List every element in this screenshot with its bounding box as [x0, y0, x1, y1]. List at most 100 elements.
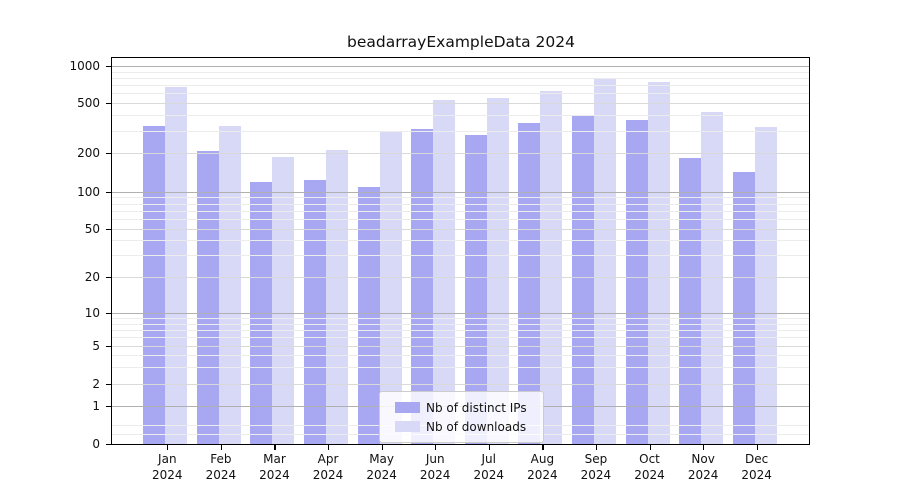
x-axis-tick-label: Aug 2024 [527, 451, 558, 482]
x-axis-tick [381, 445, 383, 450]
bar-downloads [218, 126, 241, 444]
x-axis-tick [167, 445, 169, 450]
x-axis-tick [328, 445, 330, 450]
x-axis-tick-label: Oct 2024 [634, 451, 665, 482]
x-axis-tick-label: Feb 2024 [205, 451, 237, 482]
gridline [112, 346, 809, 347]
x-axis-tick-label: May 2024 [366, 451, 397, 482]
bar-distinct-ips [143, 126, 166, 444]
legend-label-downloads: Nb of downloads [426, 419, 527, 434]
x-axis-tick-label: Nov 2024 [687, 451, 719, 482]
gridline [112, 153, 809, 155]
y-axis-tick [106, 66, 111, 68]
bar-distinct-ips [196, 151, 219, 444]
x-axis-tick [488, 445, 490, 450]
bar-downloads [326, 149, 349, 444]
y-axis-tick-label: 1000 [69, 59, 100, 73]
bar-distinct-ips [625, 120, 648, 444]
x-axis-tick [703, 445, 705, 450]
x-axis-tick-label: Jan 2024 [152, 451, 183, 482]
bar-downloads [593, 78, 616, 444]
x-axis-tick-label: Mar 2024 [259, 451, 290, 482]
y-axis-tick [106, 383, 111, 385]
x-axis-tick-label: Jun 2024 [419, 451, 451, 482]
y-axis-tick-label: 1 [92, 399, 100, 413]
gridline [112, 313, 809, 314]
bar-downloads [486, 98, 509, 444]
y-axis-tick-label: 200 [77, 146, 100, 161]
legend: Nb of distinct IPs Nb of downloads [379, 391, 544, 443]
gridline [112, 383, 809, 385]
x-axis-tick [542, 445, 544, 450]
gridline [112, 323, 809, 325]
y-axis-tick [106, 228, 111, 230]
y-axis-tick [106, 103, 111, 105]
gridline [112, 103, 809, 104]
bar-downloads [272, 156, 295, 444]
gridline [112, 77, 809, 79]
y-axis-tick [106, 443, 111, 445]
gridline [112, 255, 809, 257]
gridline [112, 366, 809, 368]
gridline [112, 228, 809, 230]
bar-distinct-ips [679, 158, 702, 444]
bar-downloads [647, 81, 670, 444]
gridline [112, 355, 809, 357]
y-axis-tick [106, 313, 111, 315]
bar-downloads [701, 111, 724, 444]
x-axis-tick [274, 445, 276, 450]
distinct-ips-swatch-icon [395, 402, 420, 413]
y-axis-tick-label: 20 [84, 269, 100, 284]
gridline [112, 337, 809, 339]
y-axis-tick [106, 346, 111, 348]
bar-downloads [433, 99, 456, 444]
gridline [112, 318, 809, 320]
x-axis-tick [435, 445, 437, 450]
x-axis-tick [220, 445, 223, 450]
gridline [112, 329, 809, 331]
y-axis-tick [106, 153, 111, 155]
y-axis-tick-label: 100 [77, 184, 100, 199]
y-axis-tick-label: 10 [84, 306, 100, 320]
bar-distinct-ips [518, 123, 541, 444]
legend-label-distinct-ips: Nb of distinct IPs [426, 400, 527, 415]
y-axis-tick-label: 50 [84, 221, 100, 236]
x-axis-tick-label: Jul 2024 [473, 451, 505, 482]
bar-downloads [754, 127, 777, 444]
bar-distinct-ips [732, 171, 755, 444]
gridline [112, 93, 809, 95]
gridline [112, 131, 809, 133]
y-axis-tick [106, 406, 111, 408]
chart-title: beadarrayExampleData 2024 [347, 33, 575, 51]
gridline [112, 197, 809, 199]
y-axis-tick-label: 500 [77, 96, 100, 110]
y-axis-tick-label: 2 [92, 376, 100, 391]
bar-distinct-ips [464, 135, 487, 444]
bar-downloads [379, 131, 402, 444]
y-axis-tick-label: 5 [92, 339, 100, 353]
x-axis-tick-label: Apr 2024 [312, 451, 344, 482]
bar-downloads [165, 87, 188, 444]
x-axis-tick [756, 445, 758, 450]
gridline [112, 191, 809, 193]
gridline [112, 115, 809, 117]
bar-distinct-ips [304, 179, 327, 444]
gridline [112, 218, 809, 220]
plot-area [111, 57, 810, 445]
x-axis-tick-label: Dec 2024 [741, 451, 772, 482]
y-axis-tick-label: 0 [92, 436, 100, 451]
legend-item-downloads: Nb of downloads [395, 418, 535, 435]
bar-distinct-ips [411, 128, 434, 444]
gridline [112, 210, 809, 212]
bar-distinct-ips [357, 186, 380, 444]
gridline [112, 71, 809, 73]
downloads-swatch-icon [395, 421, 420, 432]
gridline [112, 85, 809, 87]
y-axis-tick [106, 276, 111, 278]
x-axis-tick-label: Sep 2024 [580, 451, 612, 482]
legend-item-distinct-ips: Nb of distinct IPs [395, 399, 535, 416]
gridline [112, 203, 809, 205]
y-axis-tick [106, 191, 111, 193]
x-axis-tick [649, 445, 651, 450]
